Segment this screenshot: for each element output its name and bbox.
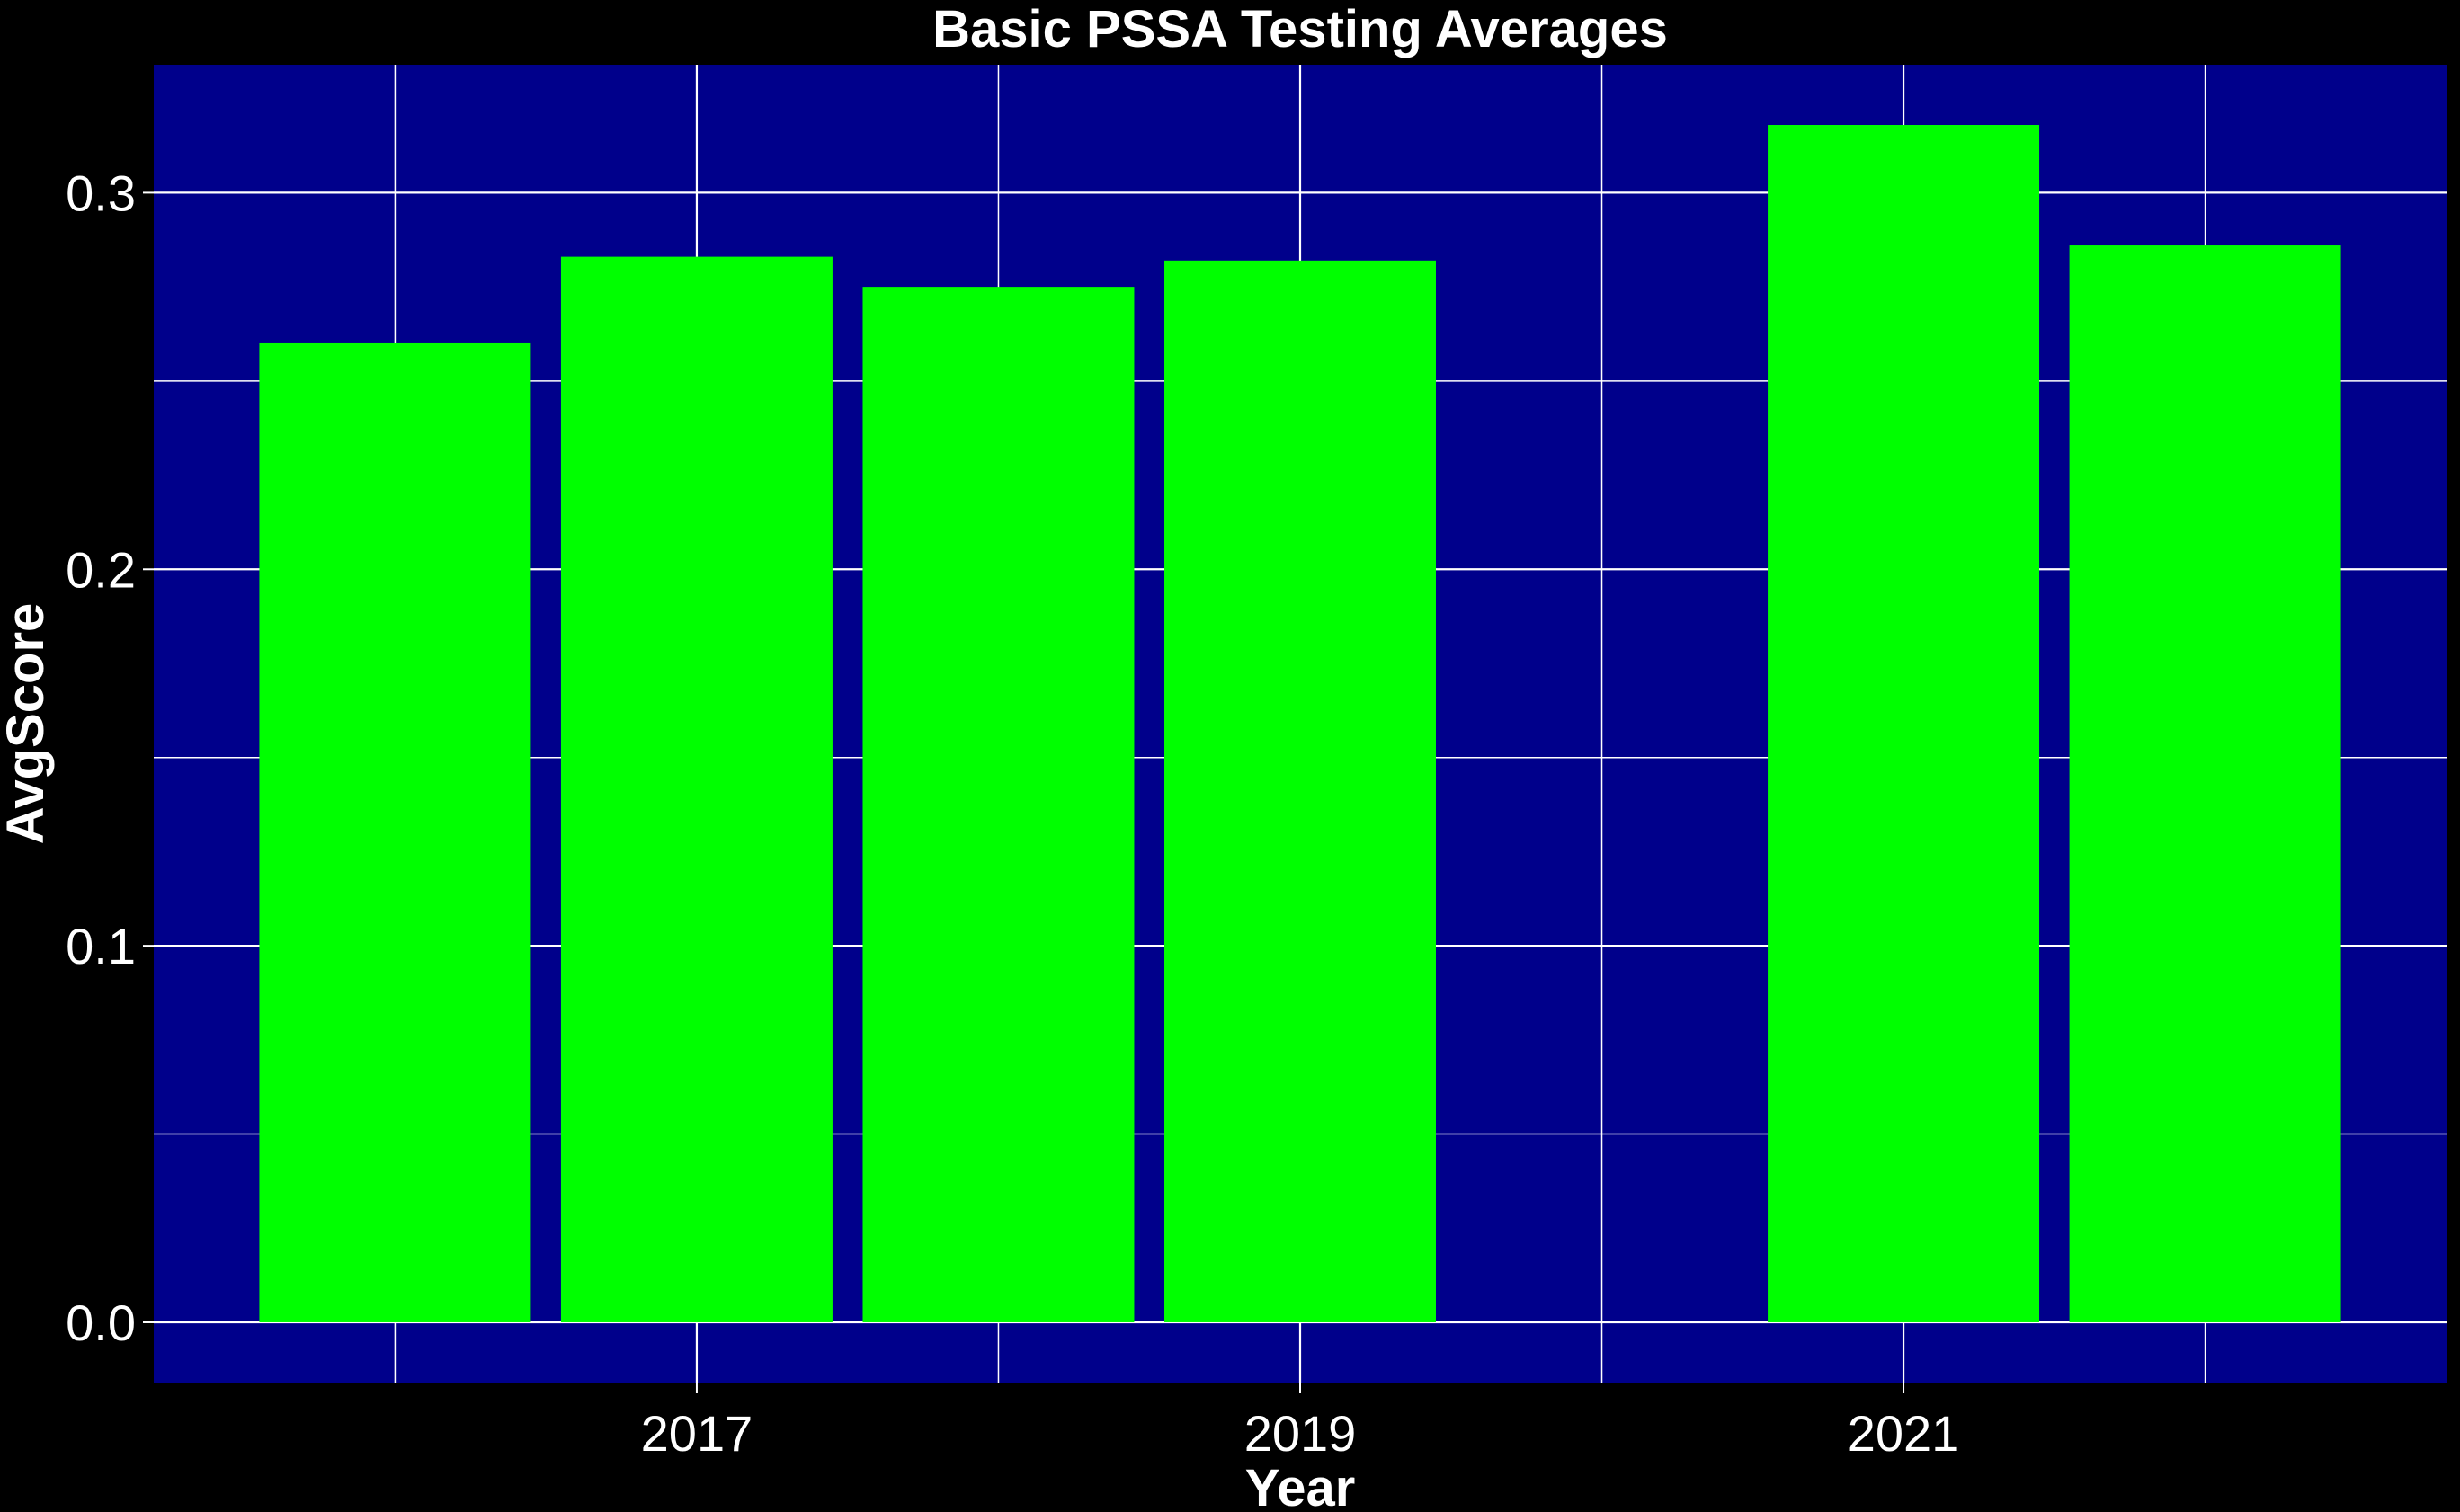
y-tick-label: 0.0 (66, 1294, 136, 1351)
bar-2016 (259, 342, 531, 1322)
x-tick-label: 2021 (1848, 1405, 1960, 1462)
bars (259, 125, 2341, 1322)
y-axis-label: AvgScore (0, 603, 55, 845)
axis-ticks (143, 191, 1905, 1393)
bar-2019 (1164, 260, 1436, 1322)
axis-tick-labels: 0.0 0.1 0.2 0.3 2017 2019 2021 (66, 165, 1959, 1462)
y-tick-label: 0.3 (66, 165, 136, 221)
bar-2017 (560, 256, 833, 1322)
x-tick-label: 2017 (641, 1405, 753, 1462)
x-tick-label: 2019 (1244, 1405, 1357, 1462)
y-tick-label: 0.2 (66, 541, 136, 598)
bar-2021 (1768, 125, 2040, 1322)
y-tick-label: 0.1 (66, 918, 136, 974)
chart-title: Basic PSSA Testing Averages (932, 0, 1668, 58)
x-axis-label: Year (1245, 1459, 1356, 1512)
bar-2018 (862, 287, 1135, 1322)
bar-2022 (2069, 245, 2341, 1322)
